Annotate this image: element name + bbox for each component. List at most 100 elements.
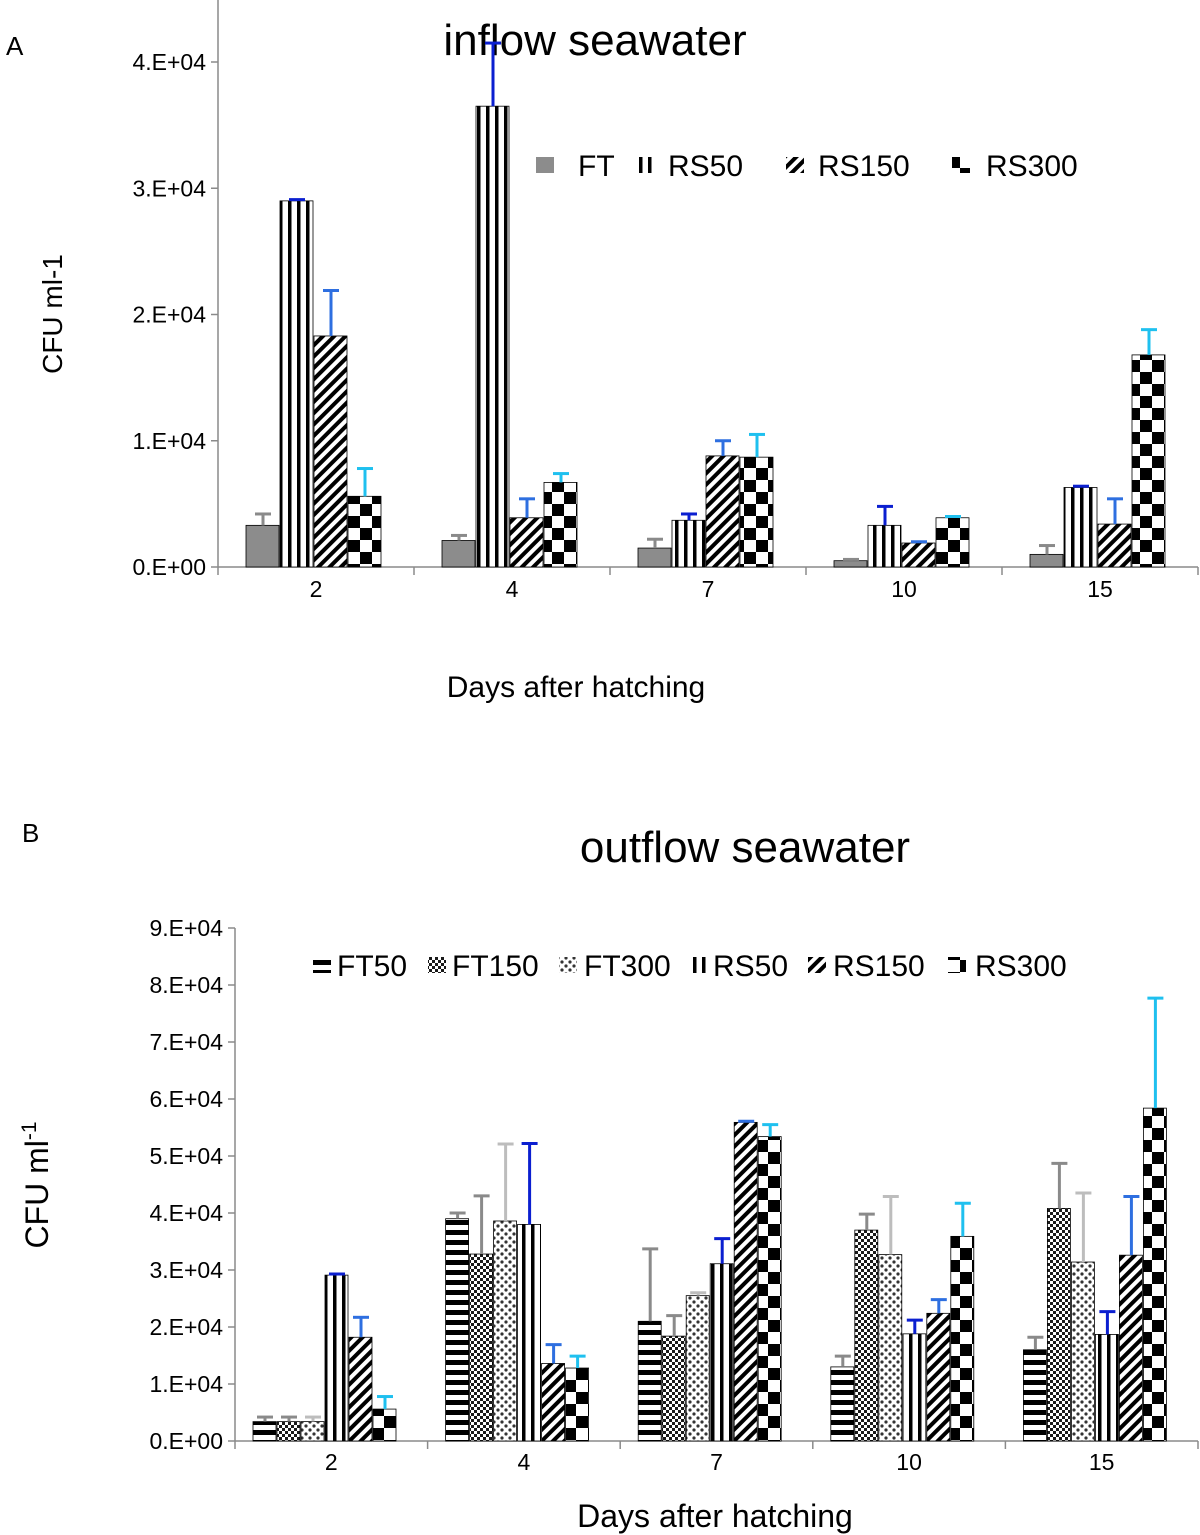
x-tick-label: 7 xyxy=(702,576,715,602)
legend-label-ft150: FT150 xyxy=(452,950,539,983)
bar-rs150-day-10 xyxy=(901,542,936,568)
bar-rs150-day-2 xyxy=(348,1336,373,1442)
bar-rs150-day-7 xyxy=(705,455,740,568)
legend-swatch-rs50 xyxy=(637,157,655,173)
bar-rs50-day-7 xyxy=(671,519,706,568)
x-tick-label: 15 xyxy=(1089,1449,1115,1475)
bar-rs50-day-7 xyxy=(709,1263,734,1442)
bar-ft-day-7 xyxy=(637,547,672,568)
chart-title: outflow seawater xyxy=(580,823,910,872)
bar-rs150-day-2 xyxy=(313,335,348,568)
bar-rs50-day-2 xyxy=(279,200,314,568)
bar-rs150-day-15 xyxy=(1119,1254,1143,1442)
legend-label-ft: FT xyxy=(578,150,615,183)
x-tick-label: 2 xyxy=(325,1449,338,1475)
legend-swatch-ft150 xyxy=(428,957,446,973)
y-axis-title: CFU ml-1 xyxy=(18,1121,55,1248)
bar-ft-day-4 xyxy=(441,540,476,568)
y-tick-label: 6.E+04 xyxy=(149,1086,223,1112)
bar-rs300-day-2 xyxy=(347,495,382,568)
bar-rs300-day-7 xyxy=(739,456,774,568)
x-tick-label: 10 xyxy=(891,576,917,602)
x-tick-label: 4 xyxy=(506,576,519,602)
bar-rs150-day-4 xyxy=(541,1363,565,1442)
bar-rs50-day-15 xyxy=(1063,487,1098,568)
bar-ft300-day-7 xyxy=(685,1295,710,1442)
y-tick-label: 0.E+00 xyxy=(149,1428,223,1454)
bar-ft150-day-7 xyxy=(661,1335,686,1442)
y-axis-title: CFU ml-1 xyxy=(37,254,68,374)
bar-rs300-day-15 xyxy=(1131,354,1166,568)
bar-rs300-day-7 xyxy=(757,1136,782,1442)
legend-swatch-ft xyxy=(536,157,554,173)
bar-rs300-day-4 xyxy=(565,1367,589,1442)
legend-swatch-rs150 xyxy=(808,957,826,973)
bar-ft-day-10 xyxy=(833,560,868,568)
y-tick-label: 3.E+04 xyxy=(132,175,206,201)
bar-rs150-day-7 xyxy=(733,1121,758,1442)
legend-swatch-rs300 xyxy=(948,957,966,973)
legend-swatch-rs50 xyxy=(690,957,708,973)
x-axis-title: Days after hatching xyxy=(577,1498,853,1534)
y-tick-label: 3.E+04 xyxy=(149,1257,223,1283)
y-tick-label: 9.E+04 xyxy=(149,915,223,941)
legend-swatch-ft300 xyxy=(559,957,577,973)
legend-label-rs150: RS150 xyxy=(818,150,910,183)
bar-ft-day-15 xyxy=(1029,553,1064,568)
y-tick-label: 5.E+04 xyxy=(149,1143,223,1169)
legend-label-ft300: FT300 xyxy=(584,950,671,983)
bar-ft150-day-4 xyxy=(469,1253,494,1442)
x-tick-label: 10 xyxy=(896,1449,922,1475)
bar-rs300-day-2 xyxy=(372,1408,397,1442)
bar-rs300-day-4 xyxy=(543,482,578,568)
legend-swatch-rs150 xyxy=(786,157,804,173)
panel-label: B xyxy=(22,818,39,848)
x-axis-title: Days after hatching xyxy=(447,671,705,704)
bar-rs50-day-15 xyxy=(1095,1334,1119,1442)
bar-rs50-day-4 xyxy=(517,1224,541,1442)
legend-swatch-rs300 xyxy=(952,157,970,173)
y-tick-label: 2.E+04 xyxy=(149,1314,223,1340)
y-tick-label: 7.E+04 xyxy=(149,1029,223,1055)
y-tick-label: 1.E+04 xyxy=(149,1371,223,1397)
x-tick-label: 15 xyxy=(1087,576,1113,602)
bar-ft300-day-15 xyxy=(1071,1261,1095,1442)
y-tick-label: 1.E+04 xyxy=(132,428,206,454)
bar-rs300-day-10 xyxy=(935,517,970,568)
bar-ft50-day-4 xyxy=(445,1218,470,1442)
y-axis-title-text: CFU ml xyxy=(19,1140,55,1248)
bar-rs50-day-10 xyxy=(867,524,902,568)
bar-rs300-day-10 xyxy=(950,1235,975,1442)
x-tick-label: 2 xyxy=(310,576,323,602)
y-tick-label: 4.E+04 xyxy=(132,49,206,75)
bar-ft50-day-10 xyxy=(830,1366,855,1442)
legend-label-rs50: RS50 xyxy=(713,950,788,983)
bar-rs150-day-10 xyxy=(926,1312,951,1442)
y-axis-title-text: CFU ml-1 xyxy=(37,254,68,374)
bar-ft50-day-7 xyxy=(637,1320,662,1442)
chart-title: inflow seawater xyxy=(443,16,746,65)
x-tick-label: 7 xyxy=(710,1449,723,1475)
bar-rs50-day-2 xyxy=(324,1274,349,1442)
bar-ft300-day-4 xyxy=(493,1220,518,1442)
y-tick-label: 0.E+00 xyxy=(132,554,206,580)
bar-rs50-day-10 xyxy=(902,1333,927,1442)
legend-label-rs300: RS300 xyxy=(975,950,1067,983)
bar-ft50-day-2 xyxy=(252,1421,277,1442)
bar-ft300-day-2 xyxy=(300,1421,325,1442)
bar-ft50-day-15 xyxy=(1023,1349,1047,1442)
bar-ft150-day-15 xyxy=(1047,1208,1071,1442)
bar-rs50-day-4 xyxy=(475,105,510,568)
legend-label-ft50: FT50 xyxy=(337,950,407,983)
y-tick-label: 8.E+04 xyxy=(149,972,223,998)
legend-label-rs300: RS300 xyxy=(986,150,1078,183)
y-tick-label: 2.E+04 xyxy=(132,302,206,328)
legend-label-rs150: RS150 xyxy=(833,950,925,983)
x-tick-label: 4 xyxy=(518,1449,531,1475)
bar-rs300-day-15 xyxy=(1143,1107,1167,1442)
y-axis-title-superscript: -1 xyxy=(18,1121,41,1140)
bar-rs150-day-4 xyxy=(509,517,544,568)
